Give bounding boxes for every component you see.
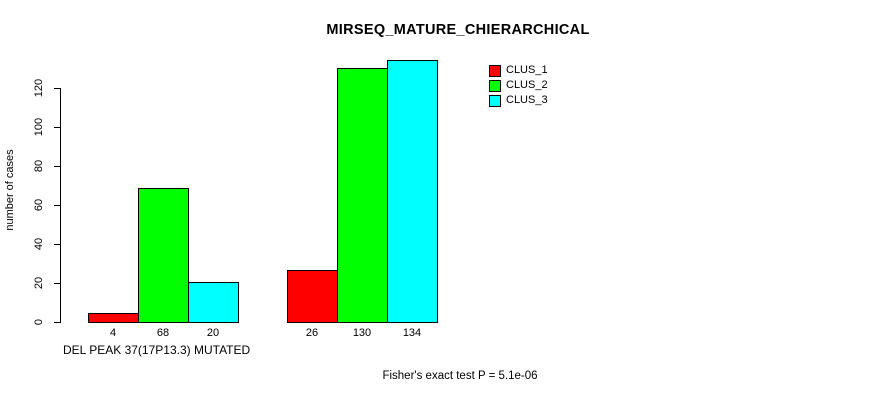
legend-label: CLUS_2 <box>506 79 548 91</box>
legend-label: CLUS_1 <box>506 64 548 76</box>
y-axis-tick-label: 0 <box>33 318 45 326</box>
bar-clus_3-group-1 <box>188 282 239 323</box>
y-axis-tick-label: 100 <box>33 117 45 137</box>
y-axis-tick <box>54 166 60 167</box>
y-axis-tick-label: 120 <box>33 78 45 98</box>
bar-value-label: 26 <box>305 327 319 339</box>
legend-swatch-icon <box>489 94 501 107</box>
y-axis-tick-label: 40 <box>33 237 45 251</box>
y-axis-line <box>60 88 61 323</box>
bar-value-label: 4 <box>109 327 117 339</box>
legend-item-clus_2: CLUS_2 <box>489 79 548 92</box>
x-group-label: DEL PEAK 37(17P13.3) MUTATED <box>63 343 251 357</box>
legend-swatch-icon <box>489 79 501 92</box>
y-axis-label: number of cases <box>4 149 16 231</box>
bar-clus_2-group-2 <box>337 68 388 323</box>
bar-value-label: 134 <box>402 327 422 339</box>
chart-title: MIRSEQ_MATURE_CHIERARCHICAL <box>326 22 590 38</box>
legend-item-clus_1: CLUS_1 <box>489 64 548 77</box>
legend-swatch-icon <box>489 64 501 77</box>
y-axis-tick-label: 60 <box>33 198 45 212</box>
bar-value-label: 20 <box>206 327 220 339</box>
y-axis-tick <box>54 88 60 89</box>
y-axis-tick <box>54 322 60 323</box>
bar-clus_1-group-1 <box>88 313 139 323</box>
bar-clus_2-group-1 <box>138 188 189 323</box>
y-axis-tick <box>54 244 60 245</box>
bar-clus_3-group-2 <box>387 60 438 323</box>
legend-label: CLUS_3 <box>506 94 548 106</box>
y-axis-tick <box>54 127 60 128</box>
y-axis-tick <box>54 283 60 284</box>
bar-value-label: 68 <box>156 327 170 339</box>
bar-value-label: 130 <box>352 327 372 339</box>
y-axis-tick-label: 20 <box>33 276 45 290</box>
bar-clus_1-group-2 <box>287 270 338 323</box>
y-axis-tick <box>54 205 60 206</box>
y-axis-tick-label: 80 <box>33 159 45 173</box>
legend-item-clus_3: CLUS_3 <box>489 94 548 107</box>
stat-annotation: Fisher's exact test P = 5.1e-06 <box>382 370 538 382</box>
